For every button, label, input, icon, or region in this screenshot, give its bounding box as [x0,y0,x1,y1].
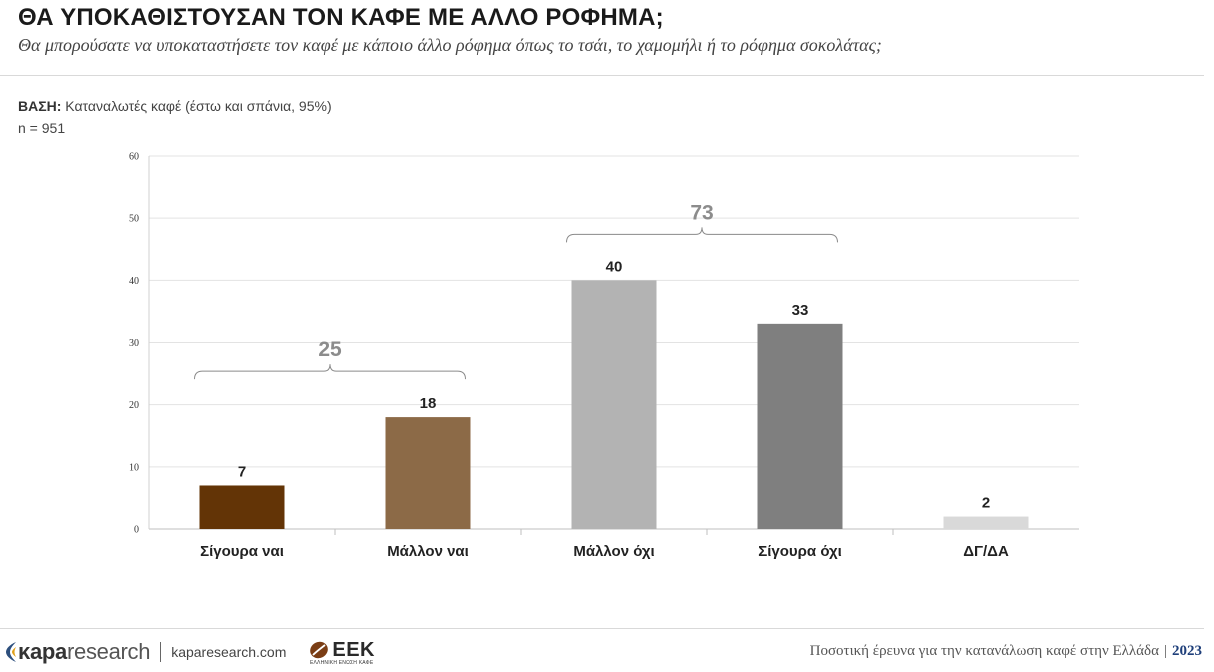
y-tick-label: 40 [129,276,139,287]
eek-logo: ΕΕΚ ΕΛΛΗΝΙΚΗ ΕΝΩΣΗ ΚΑΦΕ [308,639,375,666]
group-sum-label: 25 [318,338,342,361]
y-tick-label: 10 [129,462,139,473]
survey-caption: Ποσοτική έρευνα για την κατανάλωση καφέ … [810,643,1202,660]
x-tick-label: Σίγουρα όχι [758,543,842,560]
y-tick-label: 60 [129,152,139,163]
bar [571,280,657,529]
page-title: ΘΑ ΥΠΟΚΑΘΙΣΤΟΥΣΑΝ ΤΟΝ ΚΑΦΕ ΜΕ ΑΛΛΟ ΡΟΦΗΜ… [18,4,664,31]
kapa-logo-bold: κapa [18,639,67,664]
x-tick-label: Σίγουρα ναι [200,543,284,560]
y-tick-label: 50 [129,214,139,225]
bar-chart: 0 10 20 30 40 50 60 7 Σίγουρα ναι 18 Μάλλον ναι 40 Μ… [129,152,1079,560]
x-tick-label: Μάλλον όχι [573,543,654,560]
y-tick-label: 20 [129,400,139,411]
data-label: 7 [238,463,246,480]
footer-separator [160,642,162,662]
base-note: ΒΑΣΗ: Καταναλωτές καφέ (έστω και σπάνια,… [18,98,332,114]
eek-logo-text: ΕΕΚ [332,638,375,661]
kapa-logo-rest: research [66,639,151,664]
eek-logo-subtext: ΕΛΛΗΝΙΚΗ ΕΝΩΣΗ ΚΑΦΕ [309,659,374,666]
data-label: 2 [982,495,990,512]
survey-year: 2023 [1172,643,1202,659]
footer-divider [0,628,1204,629]
group-sum-label: 73 [690,201,713,224]
y-tick-label: 0 [134,525,139,536]
bar [385,417,471,529]
base-text: Καταναλωτές καφέ (έστω και σπάνια, 95%) [65,98,332,114]
page-subtitle: Θα μπορούσατε να υποκαταστήσετε τον καφέ… [18,35,882,55]
caption-separator: | [1163,643,1167,659]
data-label: 40 [606,258,623,275]
kapa-logo-icon [6,642,16,662]
footer-brands: κaparesearch kaparesearch.com ΕΕΚ ΕΛΛΗΝΙ… [4,636,375,668]
bar [199,485,285,529]
x-tick-label: Μάλλον ναι [387,543,469,560]
kapa-research-logo: κaparesearch [18,639,150,665]
data-label: 33 [792,302,809,319]
bar [757,323,843,529]
y-tick-label: 30 [129,338,139,349]
survey-title: Ποσοτική έρευνα για την κατανάλωση καφέ … [809,643,1159,659]
data-label: 18 [420,395,437,412]
x-tick-label: ΔΓ/ΔΑ [963,543,1009,560]
bar [943,516,1029,529]
group-brace [194,364,466,380]
sample-size: n = 951 [18,120,66,136]
group-brace [566,227,838,243]
header-divider [0,75,1204,76]
coffee-bean-icon [310,641,329,659]
base-label: ΒΑΣΗ: [18,98,62,114]
website-link[interactable]: kaparesearch.com [171,644,287,660]
